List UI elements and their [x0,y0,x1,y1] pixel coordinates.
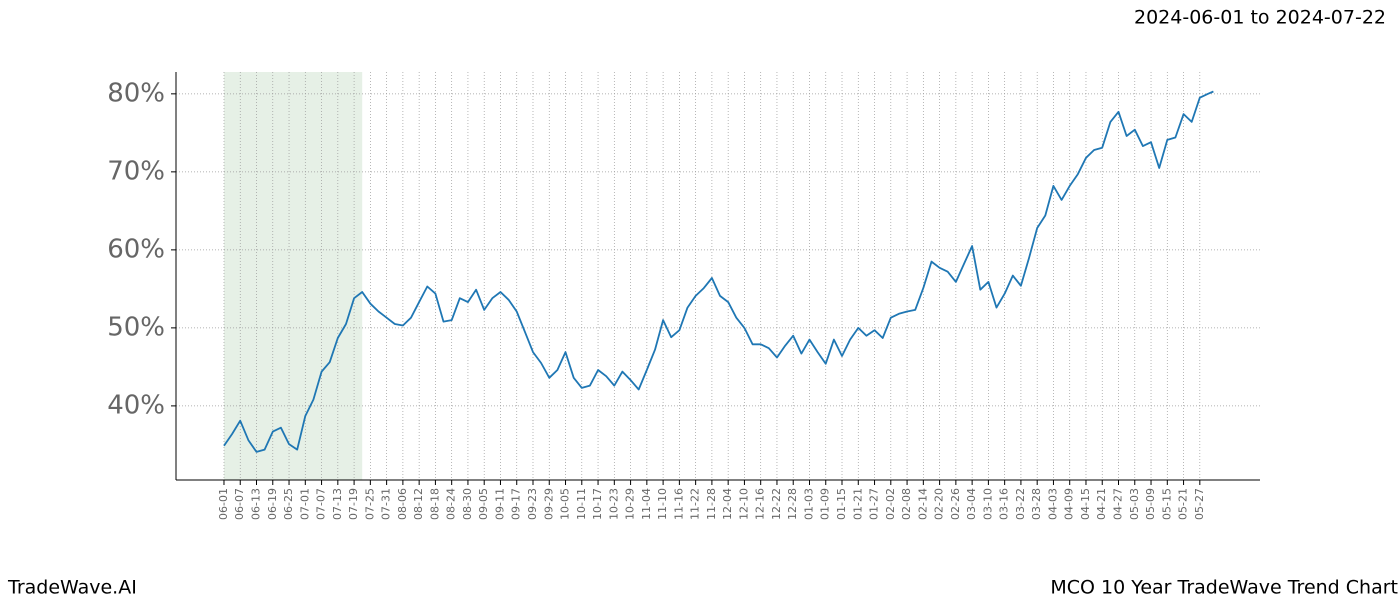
x-tick-label: 10-23 [607,488,620,520]
x-tick-label: 07-31 [380,488,393,520]
x-tick-label: 01-09 [819,488,832,520]
chart-caption: MCO 10 Year TradeWave Trend Chart [1050,577,1398,599]
x-tick-label: 12-22 [770,488,783,520]
x-tick-label: 06-13 [250,488,263,520]
x-tick-label: 09-05 [477,488,490,520]
x-tick-label: 07-13 [331,488,344,520]
y-tick-label: 80% [107,78,165,108]
y-tick-label: 40% [107,390,165,420]
x-tick-label: 03-16 [998,488,1011,520]
highlight-span [223,72,363,480]
x-tick-label: 09-23 [526,488,539,520]
x-tick-label: 07-01 [298,488,311,520]
x-tick-label: 03-28 [1030,488,1043,520]
x-tick-label: 12-04 [721,488,734,520]
x-tick-label: 04-03 [1046,488,1059,520]
x-tick-label: 12-28 [786,488,799,520]
x-tick-label: 11-16 [672,488,685,520]
x-tick-label: 03-10 [981,488,994,520]
x-tick-label: 01-15 [835,488,848,520]
y-tick-label: 50% [107,312,165,342]
x-tick-label: 06-07 [233,488,246,520]
x-tick-label: 01-03 [802,488,815,520]
x-tick-label: 07-07 [315,488,328,520]
x-tick-label: 09-17 [510,488,523,520]
brand: TradeWave.AI [7,577,137,599]
x-tick-label: 09-11 [493,488,506,520]
x-tick-label: 11-10 [656,488,669,520]
x-tick-label: 10-05 [559,488,572,520]
x-tick-label: 08-12 [412,488,425,520]
x-tick-label: 05-09 [1144,488,1157,520]
x-tick-label: 11-04 [640,488,653,520]
x-tick-label: 09-29 [542,488,555,520]
x-tick-label: 02-14 [916,488,929,520]
x-tick-label: 07-25 [363,488,376,520]
x-tick-label: 05-27 [1193,488,1206,520]
x-tick-label: 11-22 [689,488,702,520]
x-tick-label: 06-01 [217,488,230,520]
x-tick-label: 04-27 [1112,488,1125,520]
x-tick-label: 04-09 [1063,488,1076,520]
y-tick-label: 70% [107,156,165,186]
x-tick-label: 01-21 [851,488,864,520]
x-tick-label: 02-08 [900,488,913,520]
x-tick-label: 08-30 [461,488,474,520]
x-tick-label: 04-21 [1095,488,1108,520]
x-tick-label: 06-25 [282,488,295,520]
x-tick-label: 01-27 [868,488,881,520]
x-tick-label: 03-04 [965,488,978,520]
y-tick-label: 60% [107,234,165,264]
x-tick-label: 05-21 [1177,488,1190,520]
x-tick-label: 06-19 [266,488,279,520]
x-tick-label: 03-22 [1014,488,1027,520]
x-tick-label: 11-28 [705,488,718,520]
x-tick-label: 10-11 [575,488,588,520]
x-tick-label: 02-26 [949,488,962,520]
date-range-title: 2024-06-01 to 2024-07-22 [1134,7,1386,29]
x-tick-label: 05-03 [1128,488,1141,520]
x-tick-label: 10-17 [591,488,604,520]
x-tick-label: 08-18 [428,488,441,520]
x-tick-label: 07-19 [347,488,360,520]
x-tick-label: 10-29 [624,488,637,520]
x-tick-label: 08-24 [445,488,458,520]
x-tick-label: 02-02 [884,488,897,520]
x-tick-label: 04-15 [1079,488,1092,520]
x-tick-label: 05-15 [1160,488,1173,520]
x-tick-label: 12-10 [737,488,750,520]
x-tick-label: 08-06 [396,488,409,520]
trend-line [223,90,1214,453]
x-tick-label: 12-16 [754,488,767,520]
x-tick-label: 02-20 [933,488,946,520]
